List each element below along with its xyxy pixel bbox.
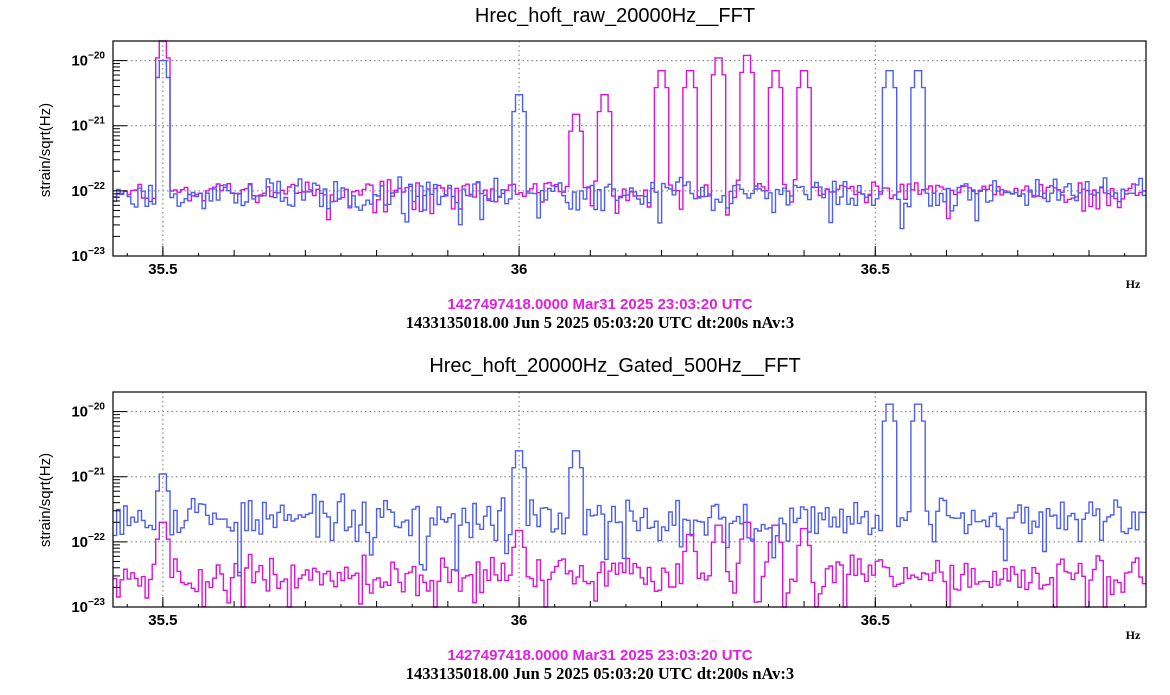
chart-title: Hrec_hoft_raw_20000Hz__FFT [475,5,755,27]
y-axis-label: strain/sqrt(Hz) [37,453,54,547]
y-tick-label: 10−22 [71,532,105,551]
x-axis-unit: Hz [1126,628,1141,642]
panel-top: Hrec_hoft_raw_20000Hz__FFT strain/sqrt(H… [37,5,1147,332]
y-tick-label: 10−20 [71,51,105,70]
series-group [113,403,1146,608]
x-tick-label: 36 [511,261,528,278]
axis-ticks: 35.5 36 36.5 10−20 10−21 10−22 10−23 [71,391,1126,629]
series-line-cur [113,403,1146,577]
panel-bottom: Hrec_hoft_20000Hz_Gated_500Hz__FFT strai… [37,355,1147,683]
x-tick-label: 36.5 [861,261,890,278]
chart-title: Hrec_hoft_20000Hz_Gated_500Hz__FFT [429,355,800,377]
series-group [113,40,1146,230]
y-tick-label: 10−21 [71,116,105,135]
x-axis-unit: Hz [1126,277,1141,291]
timestamp-current: 1433135018.00 Jun 5 2025 05:03:20 UTC dt… [406,664,794,683]
y-axis-label: strain/sqrt(Hz) [37,103,54,197]
y-tick-label: 10−20 [71,402,105,421]
axis-ticks: 35.5 36 36.5 10−20 10−21 10−22 10−23 [71,40,1126,278]
y-tick-label: 10−22 [71,181,105,200]
timestamp-reference: 1427497418.0000 Mar31 2025 23:03:20 UTC [447,296,752,313]
series-line-cur [113,59,1146,230]
plot-frame [112,391,1147,608]
x-tick-label: 35.5 [148,261,177,278]
y-tick-label: 10−21 [71,467,105,486]
timestamp-current: 1433135018.00 Jun 5 2025 05:03:20 UTC dt… [406,313,794,332]
grid [113,41,1146,257]
y-tick-label: 10−23 [71,597,105,616]
x-tick-label: 36.5 [861,612,890,629]
series-line-ref [113,521,1146,608]
timestamp-reference: 1427497418.0000 Mar31 2025 23:03:20 UTC [447,647,752,664]
x-tick-label: 35.5 [148,612,177,629]
y-tick-label: 10−23 [71,246,105,265]
x-tick-label: 36 [511,612,528,629]
plot-frame [112,40,1147,257]
